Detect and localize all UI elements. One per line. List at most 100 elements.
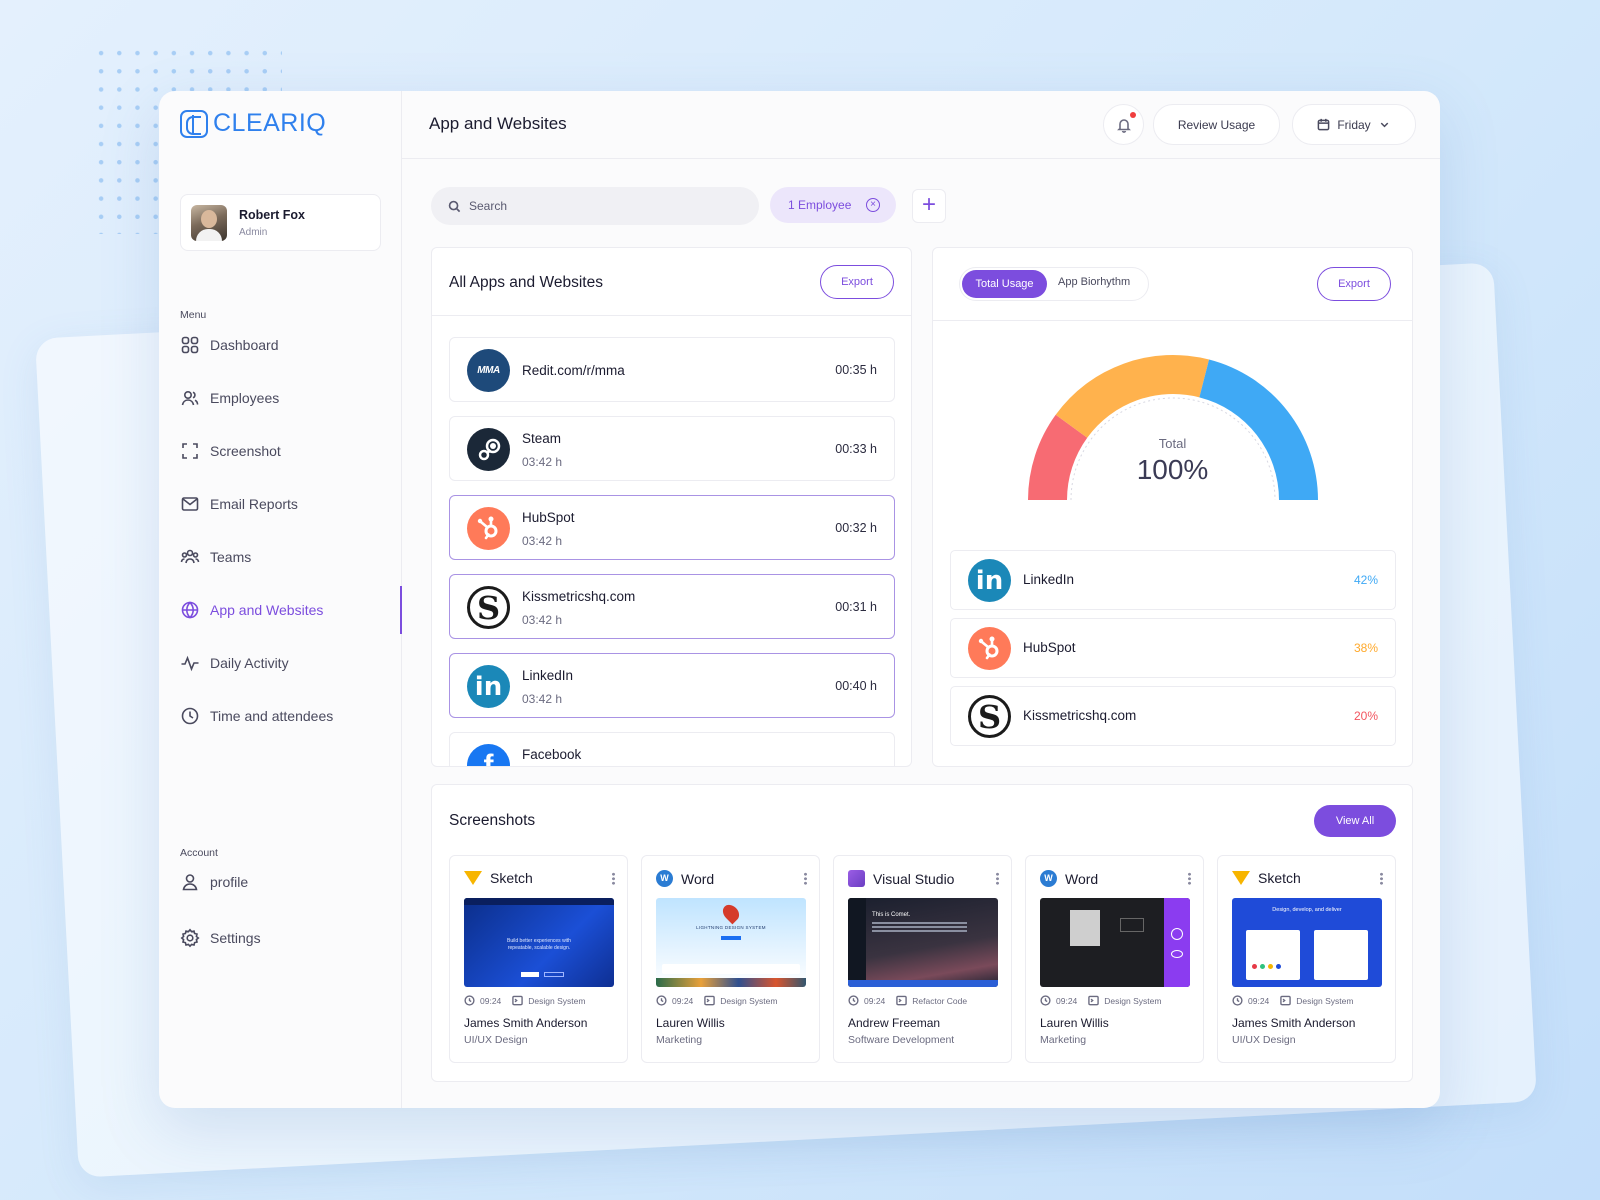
- notifications-button[interactable]: [1103, 104, 1144, 145]
- sidebar-item-profile[interactable]: profile: [180, 866, 402, 898]
- more-options-icon[interactable]: [1380, 872, 1383, 885]
- sidebar-item-dashboard[interactable]: Dashboard: [180, 329, 402, 361]
- review-usage-button[interactable]: Review Usage: [1153, 104, 1280, 145]
- screenshot-thumbnail[interactable]: [1040, 898, 1190, 987]
- globe-icon: [181, 601, 199, 619]
- clock-icon: [181, 707, 199, 725]
- tab-app-biorhythm[interactable]: App Biorhythm: [1058, 276, 1130, 288]
- logo-mark-icon: [180, 109, 208, 138]
- usage-share-row[interactable]: in LinkedIn 42%: [950, 550, 1396, 610]
- team-icon: [180, 549, 200, 564]
- gauge-inner-track: [1070, 397, 1276, 501]
- app-row[interactable]: Steam 03:42 h 00:33 h: [449, 416, 895, 481]
- sidebar-item-label: App and Websites: [210, 602, 324, 618]
- more-options-icon[interactable]: [1188, 872, 1191, 885]
- screenshot-tag: Design System: [720, 995, 778, 1006]
- sidebar-item-email-reports[interactable]: Email Reports: [180, 488, 402, 520]
- thumbnail-caption: This is Comet.: [872, 912, 911, 918]
- word-icon: W: [1040, 870, 1057, 887]
- app-name: HubSpot: [522, 510, 575, 525]
- sidebar-item-daily-activity[interactable]: Daily Activity: [180, 647, 402, 679]
- sidebar-item-screenshot[interactable]: Screenshot: [180, 435, 402, 467]
- day-select[interactable]: Friday: [1292, 104, 1416, 145]
- app-duration: 03:42 h: [522, 534, 563, 548]
- app-duration: 03:42 h: [522, 613, 563, 627]
- search-input[interactable]: [469, 199, 719, 213]
- all-apps-panel: All Apps and Websites Export MMA Redit.c…: [431, 247, 912, 767]
- sidebar-item-teams[interactable]: Teams: [180, 541, 402, 573]
- sidebar-item-settings[interactable]: Settings: [180, 922, 402, 954]
- brand-logo[interactable]: CLEARIQ: [180, 109, 326, 138]
- clock-icon: [1232, 995, 1243, 1006]
- export-button[interactable]: Export: [820, 265, 894, 299]
- screenshot-time: 09:24: [480, 995, 502, 1006]
- app-time: 00:31 h: [835, 600, 877, 614]
- usage-panel: Total Usage App Biorhythm Export Total 1…: [932, 247, 1413, 767]
- top-header: App and Websites Review Usage Friday: [402, 91, 1440, 159]
- screenshot-time: 09:24: [672, 995, 694, 1006]
- more-options-icon[interactable]: [612, 872, 615, 885]
- divider: [432, 315, 911, 316]
- screenshot-tag: Design System: [528, 995, 586, 1006]
- tab-total-usage[interactable]: Total Usage: [962, 270, 1047, 298]
- add-filter-button[interactable]: +: [912, 189, 946, 223]
- sidebar-item-employees[interactable]: Employees: [180, 382, 402, 414]
- app-name: Steam: [522, 431, 562, 446]
- app-row[interactable]: S Kissmetricshq.com 03:42 h 00:31 h: [449, 574, 895, 639]
- screenshot-tag: Design System: [1104, 995, 1162, 1006]
- app-duration: 03:42 h: [522, 692, 563, 706]
- terminal-icon: [512, 995, 524, 1006]
- screenshot-card[interactable]: Sketch Build better experiences with rep…: [449, 855, 628, 1063]
- screenshot-role: UI/UX Design: [464, 1034, 528, 1046]
- app-name: Kissmetricshq.com: [522, 589, 636, 604]
- gauge-segment-hubspot: [1055, 355, 1210, 438]
- users-icon: [181, 390, 199, 406]
- app-row[interactable]: f Facebook: [449, 732, 895, 766]
- screenshot-person: James Smith Anderson: [1232, 1016, 1356, 1030]
- usage-share-row[interactable]: S Kissmetricshq.com 20%: [950, 686, 1396, 746]
- share-percent: 42%: [1353, 573, 1378, 587]
- screenshot-card[interactable]: W Word LIGHTNING DESIGN SYSTEM 09:24 Desi…: [641, 855, 820, 1063]
- app-row[interactable]: HubSpot 03:42 h 00:32 h: [449, 495, 895, 560]
- screenshot-person: Andrew Freeman: [848, 1016, 941, 1030]
- user-card[interactable]: Robert Fox Admin: [180, 194, 381, 251]
- app-row[interactable]: in LinkedIn 03:42 h 00:40 h: [449, 653, 895, 718]
- view-all-button[interactable]: View All: [1314, 805, 1396, 837]
- clock-icon: [656, 995, 667, 1006]
- kissmetrics-icon: S: [467, 586, 510, 629]
- mail-icon: [181, 497, 199, 511]
- screenshot-card[interactable]: W Word 09:24 Design System Lauren Willis …: [1025, 855, 1204, 1063]
- screenshot-person: Lauren Willis: [1040, 1016, 1109, 1030]
- screenshot-app: Sketch: [1258, 870, 1301, 886]
- usage-share-row[interactable]: HubSpot 38%: [950, 618, 1396, 678]
- app-row[interactable]: MMA Redit.com/r/mma 00:35 h: [449, 337, 895, 402]
- screenshot-thumbnail[interactable]: Design, develop, and deliver: [1232, 898, 1382, 987]
- search-bar: [431, 187, 759, 225]
- screenshot-card[interactable]: Visual Studio This is Comet. 09:24 Refac…: [833, 855, 1012, 1063]
- sidebar-item-app-and-websites[interactable]: App and Websites: [180, 586, 402, 634]
- more-options-icon[interactable]: [804, 872, 807, 885]
- export-button[interactable]: Export: [1317, 267, 1391, 301]
- gauge-segment-kissmetricshq-com: [1028, 414, 1088, 500]
- app-name: Facebook: [522, 747, 582, 762]
- employee-filter-chip[interactable]: 1 Employee ×: [770, 187, 896, 223]
- screenshot-role: Marketing: [656, 1034, 703, 1046]
- screenshot-icon: [182, 443, 198, 459]
- more-options-icon[interactable]: [996, 872, 999, 885]
- gauge-value: 100%: [1136, 454, 1209, 485]
- screenshot-card[interactable]: Sketch Design, develop, and deliver 09:2…: [1217, 855, 1396, 1063]
- screenshot-thumbnail[interactable]: This is Comet.: [848, 898, 998, 987]
- grid-icon: [181, 336, 199, 354]
- screenshot-thumbnail[interactable]: Build better experiences with repeatable…: [464, 898, 614, 987]
- hubspot-icon: [467, 507, 510, 550]
- screenshot-thumbnail[interactable]: LIGHTNING DESIGN SYSTEM: [656, 898, 806, 987]
- sidebar-item-label: Teams: [210, 549, 252, 565]
- menu-section-label: Menu: [180, 309, 207, 321]
- share-app-name: HubSpot: [1023, 640, 1076, 655]
- close-icon[interactable]: ×: [866, 198, 880, 212]
- steam-icon: [467, 428, 510, 471]
- sidebar-item-time-and-attendees[interactable]: Time and attendees: [180, 700, 402, 732]
- screenshot-time: 09:24: [864, 995, 886, 1006]
- plus-icon: +: [921, 191, 936, 218]
- app-time: 00:35 h: [835, 363, 877, 377]
